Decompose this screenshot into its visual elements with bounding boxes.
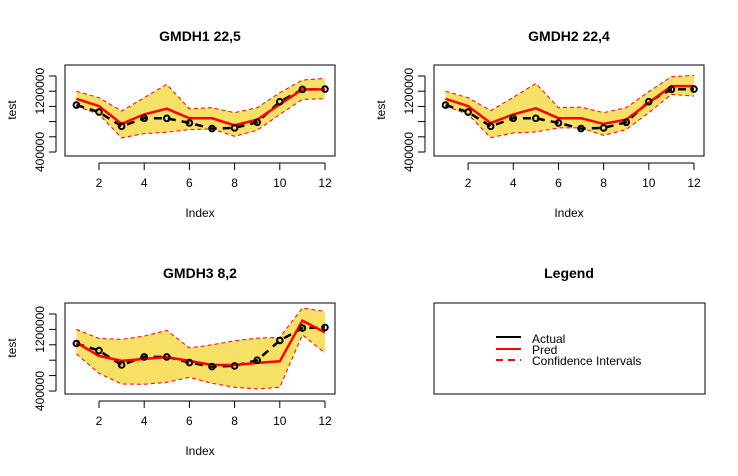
y-tick-label: 400000 xyxy=(33,132,47,172)
actual-point xyxy=(185,119,194,127)
actual-point xyxy=(441,101,450,109)
x-axis-label: Index xyxy=(185,206,214,220)
y-tick-label: 1200000 xyxy=(33,306,47,353)
pred-line xyxy=(75,319,326,367)
actual-point xyxy=(208,362,216,371)
lower-ci-line xyxy=(445,93,695,139)
actual-point xyxy=(208,124,216,133)
actual-point xyxy=(554,119,563,127)
actual-line xyxy=(445,87,695,130)
actual-point xyxy=(163,114,171,123)
panel-gmdh2: GMDH2 22,4 Index test 2 4 6 8 10 12 400000 1200… xyxy=(374,28,705,220)
actual-line xyxy=(76,326,326,368)
legend-box xyxy=(433,302,706,395)
actual-point xyxy=(298,85,307,94)
plot-box xyxy=(64,64,336,157)
x-tick-label: 8 xyxy=(231,414,238,428)
actual-point xyxy=(532,114,540,123)
actual-point xyxy=(298,324,307,332)
actual-point xyxy=(117,122,126,131)
actual-point xyxy=(645,97,653,106)
legend-title: Legend xyxy=(544,265,594,281)
actual-point xyxy=(509,114,518,123)
x-tick-label: 12 xyxy=(687,176,701,190)
x-tick-label: 12 xyxy=(318,414,332,428)
y-tick-label: 1200000 xyxy=(402,68,416,115)
lower-ci-line xyxy=(76,98,326,139)
actual-line xyxy=(76,87,326,130)
actual-point xyxy=(486,122,495,131)
y-axis-label: test xyxy=(374,100,388,120)
confidence-band xyxy=(445,75,694,138)
y-tick-label: 1200000 xyxy=(33,68,47,115)
x-tick-label: 4 xyxy=(141,176,148,190)
confidence-band xyxy=(76,308,326,389)
y-tick-label: 400000 xyxy=(33,371,47,411)
actual-point xyxy=(163,353,171,361)
actual-point xyxy=(599,124,608,132)
lower-ci-line xyxy=(76,333,326,390)
panel-title: GMDH1 22,5 xyxy=(159,28,241,44)
legend-label-confidence: Confidence Intervals xyxy=(532,354,641,368)
actual-point xyxy=(622,118,631,127)
actual-point xyxy=(117,361,126,369)
actual-point xyxy=(140,353,148,361)
x-tick-label: 6 xyxy=(555,176,562,190)
actual-point xyxy=(253,356,262,365)
actual-point xyxy=(577,124,585,133)
actual-point xyxy=(321,85,329,93)
actual-point xyxy=(72,339,81,348)
y-tick-label: 400000 xyxy=(402,132,416,172)
upper-ci-line xyxy=(76,77,326,114)
x-axis-label: Index xyxy=(185,444,214,458)
panel-title: GMDH3 8,2 xyxy=(163,265,237,281)
x-tick-label: 2 xyxy=(96,414,103,428)
actual-point xyxy=(140,114,148,123)
legend-panel: Legend Actual Pred Confidence Intervals xyxy=(433,265,706,395)
plot-box xyxy=(433,64,705,157)
x-tick-label: 8 xyxy=(600,176,607,190)
actual-point xyxy=(72,101,81,109)
x-tick-label: 10 xyxy=(273,414,287,428)
x-tick-label: 2 xyxy=(465,176,472,190)
x-tick-label: 2 xyxy=(96,176,103,190)
x-tick-label: 4 xyxy=(510,176,517,190)
pred-line xyxy=(445,84,694,126)
x-tick-label: 4 xyxy=(141,414,148,428)
x-tick-label: 6 xyxy=(186,176,193,190)
actual-point xyxy=(276,336,284,345)
actual-point xyxy=(185,358,194,367)
actual-point xyxy=(230,362,239,370)
actual-point xyxy=(230,124,239,132)
actual-point xyxy=(95,346,103,355)
plot-box xyxy=(64,302,336,395)
actual-point xyxy=(321,323,329,332)
x-tick-label: 10 xyxy=(273,176,287,190)
panel-title: GMDH2 22,4 xyxy=(528,28,610,44)
upper-ci-line xyxy=(445,74,695,114)
actual-point xyxy=(95,108,103,116)
x-tick-label: 10 xyxy=(642,176,656,190)
actual-point xyxy=(253,118,262,127)
y-axis-label: test xyxy=(5,338,19,358)
actual-point xyxy=(464,108,472,116)
y-axis-label: test xyxy=(5,100,19,120)
upper-ci-line xyxy=(76,307,326,349)
actual-point xyxy=(276,97,284,106)
x-axis-label: Index xyxy=(554,206,583,220)
x-tick-label: 6 xyxy=(186,414,193,428)
x-tick-label: 8 xyxy=(231,176,238,190)
legend-label-actual: Actual xyxy=(532,332,565,346)
x-tick-label: 12 xyxy=(318,176,332,190)
panel-gmdh3: GMDH3 8,2 Index test 2 4 6 8 10 12 400000 12000… xyxy=(5,265,336,458)
actual-point xyxy=(667,85,676,94)
panel-gmdh1: GMDH1 22,5 Index test 2 4 6 8 10 12 400000 1200… xyxy=(5,28,336,220)
legend-label-pred: Pred xyxy=(532,343,557,357)
actual-point xyxy=(690,85,698,93)
confidence-band xyxy=(76,78,326,138)
